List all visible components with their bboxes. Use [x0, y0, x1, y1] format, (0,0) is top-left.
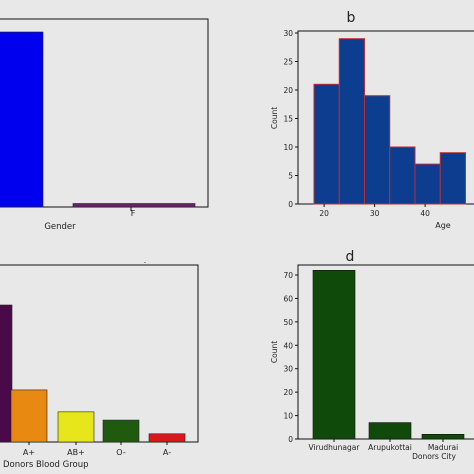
y-axis-label-age: Count [270, 107, 279, 129]
y-tick-label-city: 10 [283, 412, 293, 421]
x-tick-label-city: Virudhunagar [309, 443, 361, 452]
x-tick-label-blood-group: O- [116, 448, 126, 457]
bar-blood-group-1 [10, 389, 48, 443]
y-tick-label-age: 5 [288, 172, 293, 181]
histogram-bar-0 [313, 83, 340, 205]
bar-blood-group-2 [57, 411, 95, 443]
bar-city-2 [421, 434, 465, 440]
bar-blood-group-4 [148, 433, 186, 443]
dot-mark: . [144, 256, 147, 265]
tick-label-gender-f: F [131, 209, 136, 218]
histogram-bar-5 [439, 152, 466, 205]
y-tick-label-city: 40 [283, 341, 293, 350]
x-tick-label-blood-group: A+ [23, 448, 35, 457]
y-axis-label-donors-city: Count [270, 341, 279, 363]
x-tick-label-blood-group: A- [163, 448, 171, 457]
y-tick-label-city: 0 [288, 435, 293, 444]
bar-blood-group-3 [102, 419, 140, 443]
x-tick-label-age: 40 [420, 209, 430, 218]
y-tick-label-age: 15 [283, 115, 293, 124]
panel-blood-group: A+ AB+ O- A- Donors Blood Group . [0, 256, 199, 470]
y-tick-label-city: 30 [283, 365, 293, 374]
bar-blood-group-0 [0, 304, 13, 443]
y-tick-label-city: 60 [283, 294, 293, 303]
x-axis-label-gender: Gender [44, 222, 76, 232]
histogram-bar-3 [389, 146, 416, 205]
y-tick-label-city: 20 [283, 388, 293, 397]
x-tick-label-blood-group: AB+ [67, 448, 85, 457]
y-tick-label-age: 20 [283, 86, 293, 95]
bar-city-0 [312, 270, 356, 440]
histogram-bar-4 [414, 163, 441, 205]
panel-age: b 0 5 10 15 20 25 30 20 30 40 Count Age [270, 10, 474, 230]
y-tick-label-age: 25 [283, 58, 293, 67]
x-tick-label-city: Madurai [428, 443, 458, 452]
y-tick-label-age: 0 [288, 200, 293, 209]
x-tick-label-city: Arupukottai [368, 443, 412, 452]
y-tick-label-age: 30 [283, 29, 293, 38]
x-axis-label-age: Age [435, 221, 451, 230]
bar-gender-0 [0, 31, 44, 208]
y-tick-label-city: 70 [283, 271, 293, 280]
panel-label-d: d [346, 249, 355, 265]
bar-gender-1 [72, 203, 196, 208]
x-tick-label-age: 20 [319, 209, 329, 218]
histogram-bar-2 [364, 95, 391, 205]
y-tick-label-age: 10 [283, 143, 293, 152]
panel-label-b: b [347, 10, 356, 26]
x-tick-label-age: 30 [370, 209, 380, 218]
bar-city-1 [368, 422, 412, 440]
x-axis-label-donors-city: Donors City [412, 452, 456, 461]
panel-gender: F Gender [0, 18, 209, 232]
histogram-bar-1 [338, 38, 365, 205]
y-tick-label-city: 50 [283, 318, 293, 327]
panel-donors-city: d 0 10 20 30 40 50 60 70 Virudhunagar Arupukotta… [270, 249, 474, 461]
x-axis-label-blood-group: Donors Blood Group [3, 460, 89, 470]
